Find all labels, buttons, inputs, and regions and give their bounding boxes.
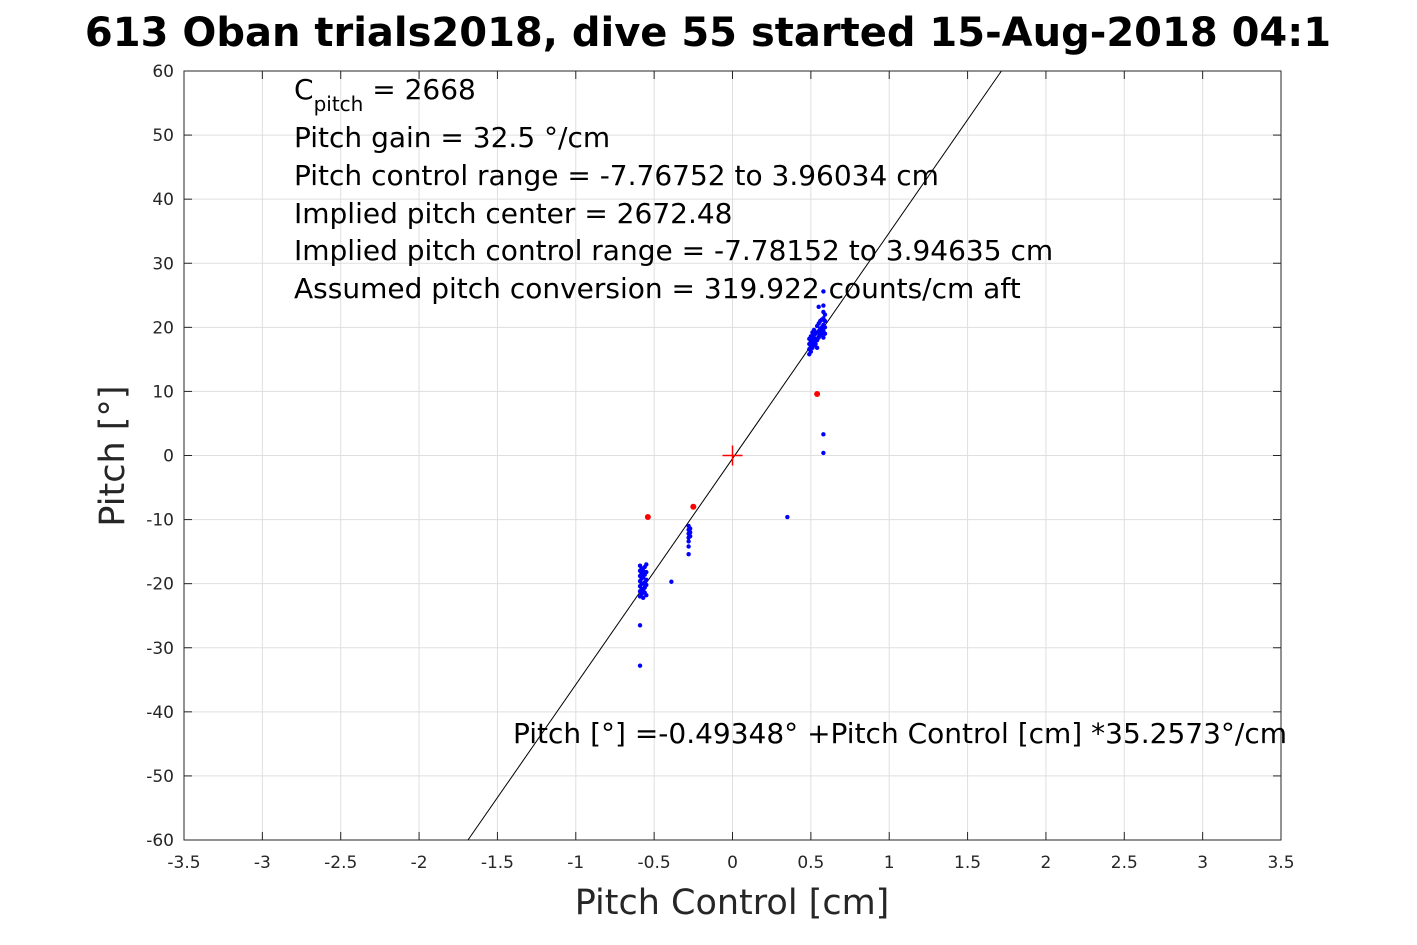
y-tick-label: 50 — [152, 126, 174, 146]
x-tick-label: 0 — [727, 853, 738, 873]
y-tick-label: -30 — [146, 639, 174, 659]
blue-data-point — [821, 335, 826, 340]
annotations: Cpitch = 2668 Pitch gain = 32.5 °/cm Pit… — [294, 73, 1287, 750]
blue-data-point — [822, 331, 828, 336]
axes: -3.5 -3 -2.5 -2 -1.5 -1 -0.5 0 0.5 1 1.5 2 2.5 3 3.5 60… — [146, 62, 1294, 873]
y-axis-label: Pitch [°] — [93, 385, 133, 526]
y-tick-label: -40 — [146, 703, 174, 723]
axes-frame — [183, 70, 1282, 841]
y-tick-label: -20 — [146, 575, 174, 595]
blue-data-point — [644, 582, 649, 588]
blue-data-point — [821, 450, 826, 456]
blue-data-point — [640, 595, 646, 600]
x-tick-label: -3 — [254, 853, 271, 873]
blue-data-point — [644, 593, 649, 598]
red-data-point — [814, 390, 821, 397]
x-tick-label: 0.5 — [797, 853, 824, 873]
c-pitch-label: Cpitch = 2668 — [294, 73, 476, 116]
blue-data-point — [822, 312, 828, 317]
y-tick-label: 60 — [152, 62, 174, 82]
blue-data-point — [813, 341, 818, 347]
data-points — [467, 70, 1002, 841]
c-pitch-value: = 2668 — [363, 73, 476, 106]
y-tick-label: 30 — [152, 254, 174, 274]
blue-data-point — [821, 289, 826, 294]
x-tick-label: -0.5 — [638, 853, 671, 873]
blue-data-point — [687, 530, 693, 535]
x-axis-label: Pitch Control [cm] — [575, 883, 890, 923]
implied-pitch-control-range-text: Implied pitch control range = -7.78152 t… — [294, 234, 1053, 267]
blue-data-point — [644, 562, 649, 567]
blue-data-point — [821, 432, 826, 437]
blue-data-point — [816, 304, 821, 310]
blue-data-point — [644, 577, 649, 583]
blue-data-point — [637, 663, 643, 668]
blue-data-point — [686, 539, 691, 544]
x-tick-label: 2 — [1041, 853, 1052, 873]
fit-equation-text: Pitch [°] =-0.49348° +Pitch Control [cm]… — [513, 717, 1287, 750]
blue-data-point — [669, 579, 674, 584]
x-tick-label: 2.5 — [1111, 853, 1138, 873]
blue-data-point — [808, 349, 814, 354]
blue-data-point — [811, 327, 817, 333]
x-tick-label: -2 — [411, 853, 428, 873]
x-tick-label: -2.5 — [324, 853, 357, 873]
c-pitch-symbol: C — [294, 73, 314, 106]
c-pitch-subscript: pitch — [314, 92, 364, 116]
x-tick-label: 3 — [1197, 853, 1208, 873]
y-tick-label: 10 — [152, 382, 174, 402]
blue-data-point — [814, 345, 820, 351]
y-tick-label: 0 — [163, 447, 174, 467]
x-tick-label: -1 — [567, 853, 584, 873]
blue-data-point — [822, 325, 828, 330]
y-tick-label: 40 — [152, 190, 174, 210]
blue-data-point — [686, 551, 691, 557]
x-tick-label: 3.5 — [1267, 853, 1294, 873]
blue-data-point — [637, 623, 643, 628]
x-tick-label: 1.5 — [954, 853, 981, 873]
x-tick-label: -3.5 — [167, 853, 200, 873]
blue-data-point — [644, 569, 649, 575]
pitch-gain-text: Pitch gain = 32.5 °/cm — [294, 121, 610, 154]
y-tick-label: -50 — [146, 767, 174, 787]
y-tick-label: 20 — [152, 318, 174, 338]
blue-data-point — [687, 526, 693, 531]
implied-pitch-center-text: Implied pitch center = 2672.48 — [294, 197, 732, 230]
x-tick-label: -1.5 — [481, 853, 514, 873]
blue-data-point — [785, 514, 790, 520]
red-data-point — [644, 514, 651, 521]
blue-data-point — [687, 534, 693, 539]
blue-data-point — [821, 303, 826, 308]
red-data-point — [690, 503, 697, 510]
grid-lines — [183, 70, 1282, 841]
blue-data-point — [822, 318, 828, 324]
blue-data-point — [686, 544, 691, 549]
y-tick-label: -60 — [146, 831, 174, 851]
x-tick-label: 1 — [884, 853, 895, 873]
y-tick-label: -10 — [146, 511, 174, 531]
chart-title: 613 Oban trials2018, dive 55 started 15-… — [85, 10, 1331, 56]
assumed-pitch-conversion-text: Assumed pitch conversion = 319.922 count… — [294, 272, 1021, 305]
pitch-control-range-text: Pitch control range = -7.76752 to 3.9603… — [294, 159, 939, 192]
